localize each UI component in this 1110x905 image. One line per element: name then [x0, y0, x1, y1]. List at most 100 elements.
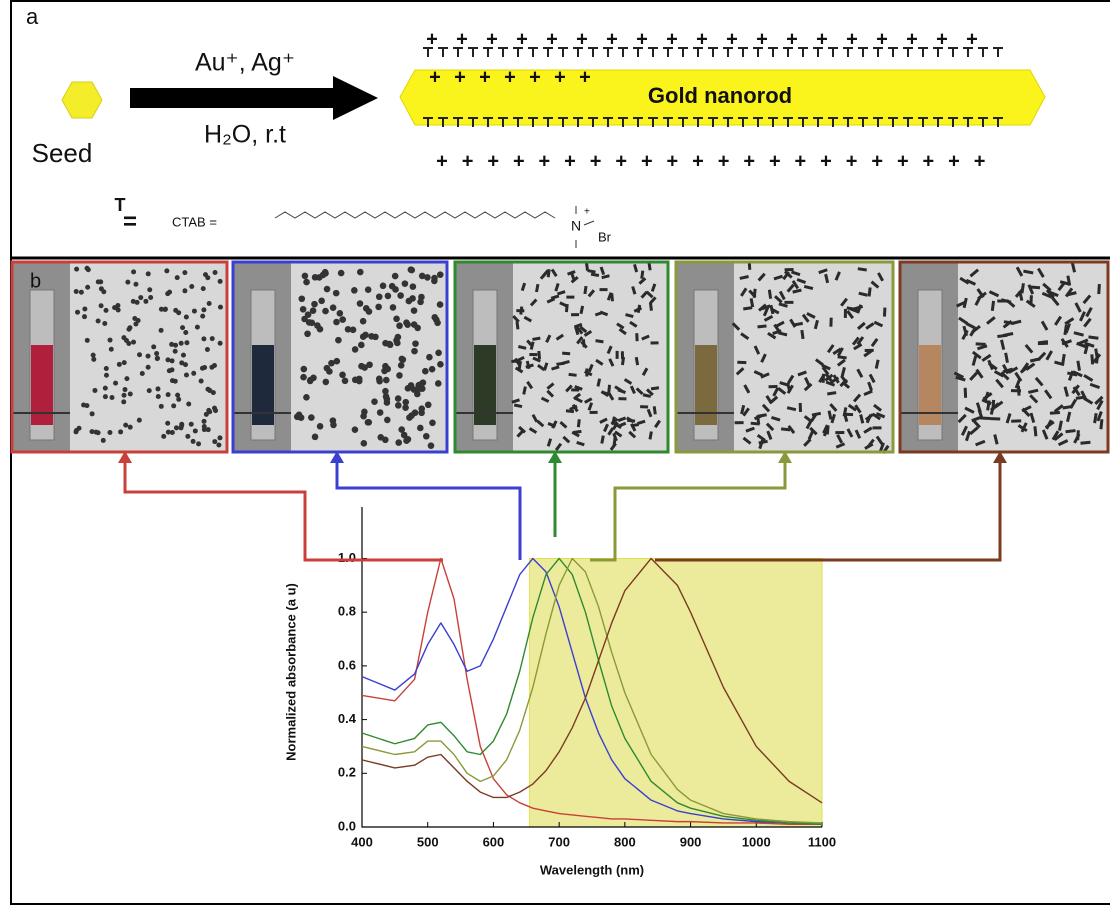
particle: [418, 272, 426, 280]
particle: [879, 442, 885, 452]
surfactant: [768, 47, 778, 57]
charge: +: [516, 28, 528, 50]
particle: [1025, 362, 1036, 371]
particle: [554, 283, 560, 292]
particle: [1024, 343, 1034, 354]
particle: [786, 374, 795, 385]
particle: [1064, 287, 1074, 298]
y-tick-label: 1.0: [338, 550, 356, 565]
particle: [394, 402, 402, 409]
particle: [792, 288, 802, 294]
charge: +: [462, 150, 474, 172]
particle: [183, 314, 189, 320]
particle: [630, 423, 637, 432]
particle: [201, 307, 207, 313]
particle: [434, 380, 442, 387]
particle: [969, 426, 979, 436]
surfactant: [798, 117, 808, 127]
particle: [626, 416, 635, 424]
charge: +: [743, 150, 755, 172]
particle: [1064, 323, 1071, 334]
nanorod: [399, 69, 1046, 126]
particle: [779, 381, 789, 387]
particle: [145, 364, 151, 370]
particle: [1057, 439, 1069, 447]
charge: +: [486, 28, 498, 50]
particle: [109, 395, 115, 401]
particle: [873, 403, 883, 412]
charge: +: [667, 150, 679, 172]
particle: [550, 294, 560, 300]
particle: [121, 399, 127, 405]
particle: [804, 377, 811, 387]
charge: +: [554, 66, 566, 88]
particle: [761, 403, 771, 413]
particle: [183, 330, 189, 336]
particle: [757, 324, 767, 329]
particle: [102, 394, 108, 400]
particle: [569, 271, 576, 280]
particle: [383, 399, 391, 406]
particle: [123, 337, 129, 343]
particle: [316, 325, 324, 333]
surfactant: [993, 117, 1003, 127]
particle: [391, 272, 399, 280]
particle: [616, 322, 625, 330]
surfactant: [723, 47, 733, 57]
particle: [636, 304, 642, 313]
particle: [318, 297, 325, 305]
particle: [118, 429, 124, 435]
particle: [599, 417, 608, 424]
surfactant: [573, 117, 583, 127]
surfactant: [903, 117, 913, 127]
particle: [151, 344, 157, 350]
particle: [600, 390, 610, 397]
particle: [784, 300, 794, 304]
particle: [179, 360, 185, 366]
panel-label: b: [30, 270, 41, 292]
charge: +: [636, 28, 648, 50]
particle: [995, 378, 1004, 389]
particle: [843, 308, 847, 318]
particle: [650, 283, 657, 292]
particle: [575, 326, 584, 335]
particle: [786, 283, 795, 293]
particle: [640, 290, 649, 299]
particle: [648, 431, 653, 440]
particle: [614, 385, 623, 393]
ctab-chain: [274, 211, 556, 219]
particle: [182, 270, 188, 276]
particle: [108, 346, 114, 352]
particle: [645, 388, 654, 397]
particle: [1010, 389, 1022, 393]
particle: [1000, 339, 1006, 350]
particle: [191, 308, 197, 314]
y-tick-label: 0.8: [338, 604, 356, 619]
particle: [1065, 429, 1076, 434]
particle: [158, 306, 164, 312]
particle: [1034, 376, 1044, 387]
particle: [398, 426, 406, 433]
particle: [608, 358, 615, 367]
particle: [633, 263, 639, 273]
particle: [155, 393, 161, 399]
particle: [360, 440, 368, 447]
particle: [782, 271, 791, 281]
particle: [1083, 317, 1092, 328]
particle: [368, 333, 375, 340]
particle: [336, 310, 344, 317]
particle: [404, 384, 412, 392]
connector: [655, 460, 1002, 562]
particle: [412, 340, 419, 347]
particle: [642, 393, 652, 398]
particle: [806, 312, 816, 319]
particle: [1073, 433, 1081, 444]
particle: [827, 391, 837, 396]
surfactant: [513, 117, 523, 127]
particle: [74, 266, 80, 272]
particle: [853, 305, 864, 311]
particle: [731, 322, 741, 331]
particle: [576, 419, 581, 428]
surfactant: [843, 47, 853, 57]
particle: [422, 367, 429, 375]
